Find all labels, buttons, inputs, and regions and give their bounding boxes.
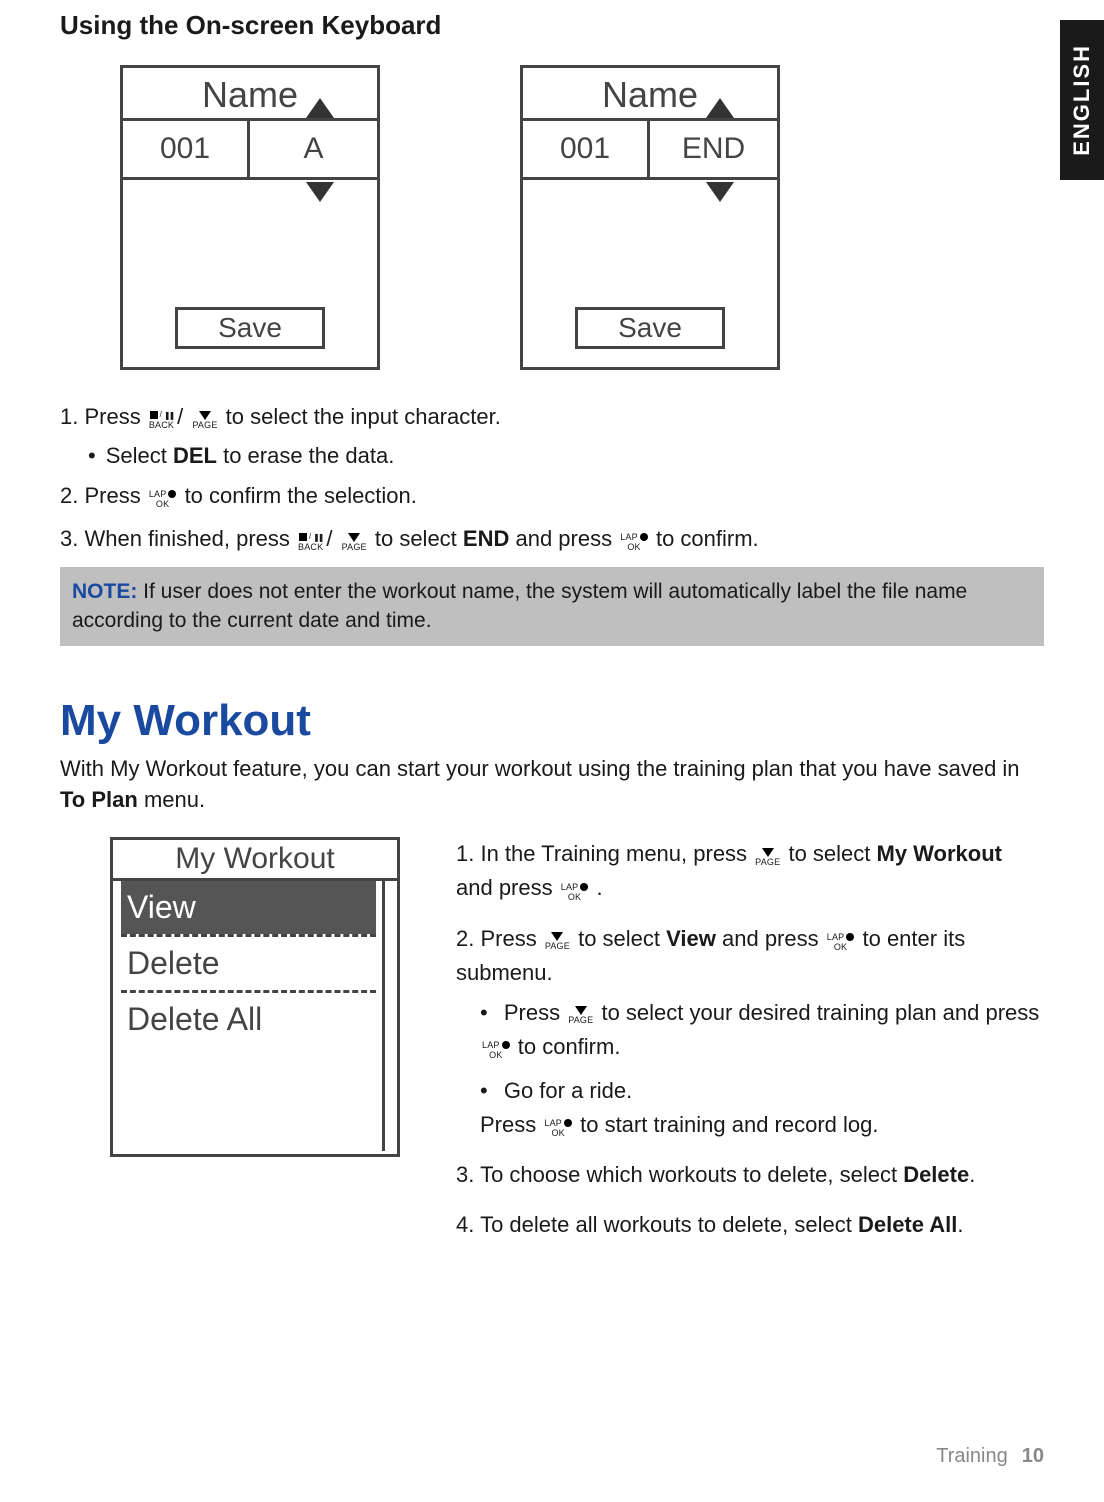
input-row: 001 END [523,118,777,180]
page-button-icon: PAGE [192,411,217,430]
menu-item-delete-all: Delete All [121,993,376,1046]
page-button-icon: PAGE [342,533,367,552]
language-tab: ENGLISH [1060,20,1104,180]
bullet-del: Select DEL to erase the data. [88,443,1044,469]
wstep-2: 2. Press PAGE to select View and press L… [456,922,1044,1143]
page-button-icon: PAGE [755,848,780,867]
menu-item-view: View [121,881,376,934]
arrow-up-icon [706,98,734,118]
step-1: 1. Press /BACK/ PAGE to select the input… [60,400,1044,433]
my-workout-heading: My Workout [60,696,1044,746]
keyboard-screens: Name 001 A Save Name 001 END Save [60,65,1044,370]
wstep-1: 1. In the Training menu, press PAGE to s… [456,837,1044,905]
step-3: 3. When finished, press /BACK/ PAGE to s… [60,522,1044,555]
arrow-down-icon [306,182,334,202]
save-button: Save [175,307,325,349]
my-workout-screen: My Workout View Delete Delete All [110,837,400,1157]
lap-ok-button-icon: LAPOK [827,932,855,952]
page-button-icon: PAGE [545,932,570,951]
wbullet-1: Press PAGE to select your desired traini… [480,996,1044,1064]
lap-ok-button-icon: LAPOK [544,1118,572,1138]
input-row: 001 A [123,118,377,180]
lap-ok-button-icon: LAPOK [482,1040,510,1060]
screen-left: Name 001 A Save [120,65,380,370]
sub-bullets: Select DEL to erase the data. [60,443,1044,469]
save-button: Save [575,307,725,349]
lap-ok-button-icon: LAPOK [620,532,648,552]
workout-steps: 1. In the Training menu, press PAGE to s… [456,837,1044,1258]
input-number: 001 [523,121,650,177]
intro-text: With My Workout feature, you can start y… [60,754,1044,816]
screen-title: Name [123,68,377,118]
step-2: 2. Press LAPOK to confirm the selection. [60,479,1044,512]
instruction-list: 1. Press /BACK/ PAGE to select the input… [60,400,1044,433]
back-button-icon: /BACK [298,533,323,552]
section-heading: Using the On-screen Keyboard [60,10,1044,41]
input-number: 001 [123,121,250,177]
menu-item-delete: Delete [121,937,376,990]
page-footer: Training10 [936,1445,1044,1468]
wstep-4: 4. To delete all workouts to delete, sel… [456,1208,1044,1242]
wstep-3: 3. To choose which workouts to delete, s… [456,1158,1044,1192]
lap-ok-button-icon: LAPOK [149,489,177,509]
screen-right: Name 001 END Save [520,65,780,370]
lap-ok-button-icon: LAPOK [561,882,589,902]
page-button-icon: PAGE [568,1006,593,1025]
screen-header: My Workout [113,840,397,881]
back-button-icon: /BACK [149,411,174,430]
arrow-down-icon [706,182,734,202]
arrow-up-icon [306,98,334,118]
note-box: NOTE: If user does not enter the workout… [60,567,1044,646]
screen-title: Name [523,68,777,118]
input-char: A [250,132,377,166]
wbullet-2: Go for a ride. Press LAPOK to start trai… [480,1074,1044,1142]
input-char: END [650,132,777,166]
instruction-list-cont: 2. Press LAPOK to confirm the selection.… [60,479,1044,555]
